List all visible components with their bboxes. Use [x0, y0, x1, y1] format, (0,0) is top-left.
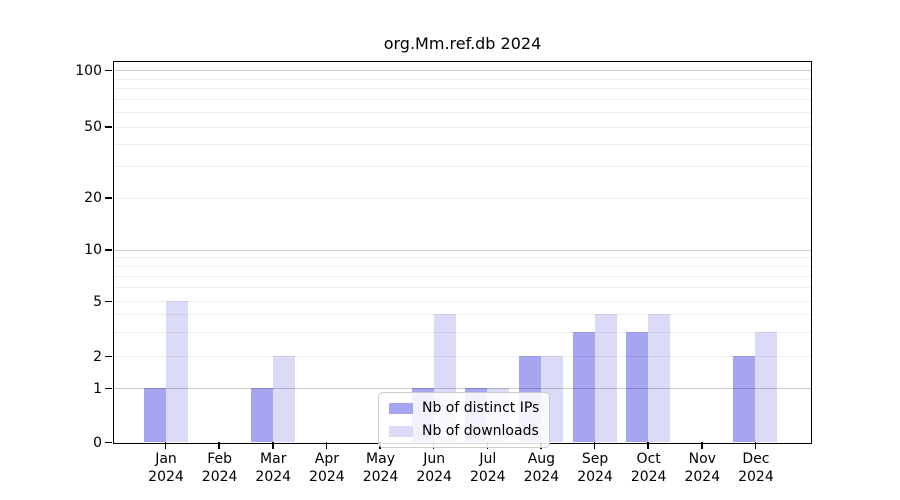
- minor-gridline-9: [114, 257, 811, 259]
- y-axis-tick-label-20: 20: [84, 190, 102, 206]
- x-axis-tick-label-apr: Apr 2024: [295, 451, 359, 486]
- x-tick-mark-feb: [218, 442, 220, 449]
- y-axis-tick-label-0: 0: [93, 434, 102, 451]
- y-tick-mark-2: [105, 355, 112, 357]
- downloads-swatch-icon: [389, 425, 413, 437]
- x-tick-month: Jan: [155, 451, 177, 467]
- x-tick-mark-dec: [754, 442, 757, 449]
- bar-downloads-dec: [755, 331, 778, 442]
- x-tick-month: Oct: [636, 451, 661, 467]
- legend: Nb of distinct IPs Nb of downloads: [378, 392, 551, 448]
- y-tick-mark-5: [105, 300, 112, 302]
- minor-gridline-5: [114, 301, 811, 302]
- y-tick-mark-10: [105, 249, 112, 251]
- x-tick-month: Aug: [527, 451, 556, 467]
- minor-gridline-2: [114, 356, 811, 357]
- x-tick-year: 2024: [684, 468, 721, 485]
- minor-gridline-4: [114, 314, 811, 316]
- major-gridline-100: [114, 70, 811, 71]
- y-tick-mark-50: [105, 126, 112, 128]
- bar-downloads-sep: [594, 314, 617, 442]
- bar-downloads-mar: [272, 356, 295, 442]
- minor-gridline-7: [114, 276, 811, 277]
- bar-distinct-ips-sep: [572, 331, 595, 442]
- y-axis-tick-label-10: 10: [84, 242, 102, 258]
- x-axis-tick-label-feb: Feb 2024: [188, 451, 252, 486]
- bar-distinct-ips-jan: [143, 388, 166, 442]
- y-axis-tick-label-100: 100: [75, 62, 102, 79]
- legend-item-distinct-ips: Nb of distinct IPs: [389, 400, 539, 416]
- legend-item-label: Nb of downloads: [422, 423, 539, 439]
- x-tick-month: May: [366, 451, 395, 467]
- x-tick-month: Nov: [688, 451, 716, 467]
- plot-area: [105, 61, 812, 449]
- x-tick-month: Feb: [207, 451, 233, 467]
- y-axis-tick-label-50: 50: [84, 119, 102, 135]
- x-axis-tick-label-nov: Nov 2024: [670, 451, 734, 486]
- minor-gridline-60: [114, 111, 811, 113]
- x-tick-year: 2024: [309, 468, 345, 485]
- x-axis-tick-label-may: May 2024: [349, 451, 413, 486]
- x-tick-month: Apr: [314, 451, 339, 467]
- x-axis-tick-label-jan: Jan 2024: [134, 451, 198, 486]
- x-tick-year: 2024: [416, 468, 452, 485]
- x-tick-month: Jul: [479, 451, 497, 467]
- x-tick-month: Jun: [423, 451, 446, 467]
- major-gridline-10: [114, 249, 811, 251]
- x-axis-tick-label-jun: Jun 2024: [402, 451, 466, 486]
- x-tick-year: 2024: [469, 468, 506, 485]
- x-axis-tick-label-sep: Sep 2024: [563, 451, 627, 486]
- x-tick-year: 2024: [255, 468, 292, 485]
- x-tick-year: 2024: [630, 468, 667, 485]
- y-axis-tick-label-1: 1: [93, 380, 102, 397]
- x-tick-month: Sep: [581, 451, 609, 467]
- minor-gridline-6: [114, 287, 811, 289]
- y-tick-mark-0: [105, 441, 112, 443]
- y-axis-tick-label-5: 5: [93, 293, 102, 310]
- x-axis-tick-label-oct: Oct 2024: [617, 451, 681, 486]
- major-gridline-1: [114, 388, 811, 389]
- bar-downloads-oct: [648, 314, 671, 442]
- y-tick-mark-1: [105, 387, 112, 389]
- x-tick-year: 2024: [577, 468, 613, 485]
- x-axis-tick-label-dec: Dec 2024: [724, 451, 788, 486]
- y-axis-tick-label-2: 2: [93, 348, 102, 365]
- x-tick-year: 2024: [362, 468, 399, 485]
- minor-gridline-30: [114, 166, 811, 168]
- x-tick-mark-oct: [647, 442, 649, 449]
- x-tick-year: 2024: [738, 468, 774, 485]
- x-axis-tick-label-aug: Aug 2024: [509, 451, 573, 486]
- distinct-ips-swatch-icon: [389, 402, 413, 414]
- minor-gridline-3: [114, 331, 811, 333]
- legend-item-label: Nb of distinct IPs: [422, 400, 540, 416]
- x-tick-month: Dec: [742, 451, 770, 467]
- minor-gridline-8: [114, 266, 811, 268]
- bar-distinct-ips-dec: [733, 356, 756, 442]
- minor-gridline-70: [114, 99, 811, 101]
- x-tick-year: 2024: [523, 468, 560, 485]
- x-axis-tick-label-mar: Mar 2024: [241, 451, 305, 486]
- minor-gridline-80: [114, 88, 811, 90]
- x-tick-year: 2024: [201, 468, 238, 485]
- bar-distinct-ips-mar: [250, 388, 273, 442]
- x-tick-mark-jan: [164, 442, 167, 449]
- minor-gridline-90: [114, 78, 811, 80]
- y-tick-mark-100: [105, 69, 112, 71]
- bar-downloads-jan: [165, 301, 188, 442]
- minor-gridline-50: [114, 126, 811, 128]
- x-tick-month: Mar: [260, 451, 287, 467]
- x-axis-tick-label-jul: Jul 2024: [456, 451, 520, 486]
- x-tick-mark-nov: [701, 442, 703, 449]
- x-tick-mark-mar: [272, 442, 274, 449]
- bar-distinct-ips-oct: [626, 331, 649, 442]
- chart-title: org.Mm.ref.db 2024: [383, 34, 542, 53]
- x-tick-mark-apr: [325, 442, 328, 449]
- y-tick-mark-20: [105, 197, 112, 199]
- minor-gridline-20: [114, 197, 811, 199]
- legend-item-downloads: Nb of downloads: [389, 423, 539, 439]
- x-tick-year: 2024: [148, 468, 184, 485]
- minor-gridline-40: [114, 143, 811, 145]
- x-tick-mark-sep: [593, 442, 596, 449]
